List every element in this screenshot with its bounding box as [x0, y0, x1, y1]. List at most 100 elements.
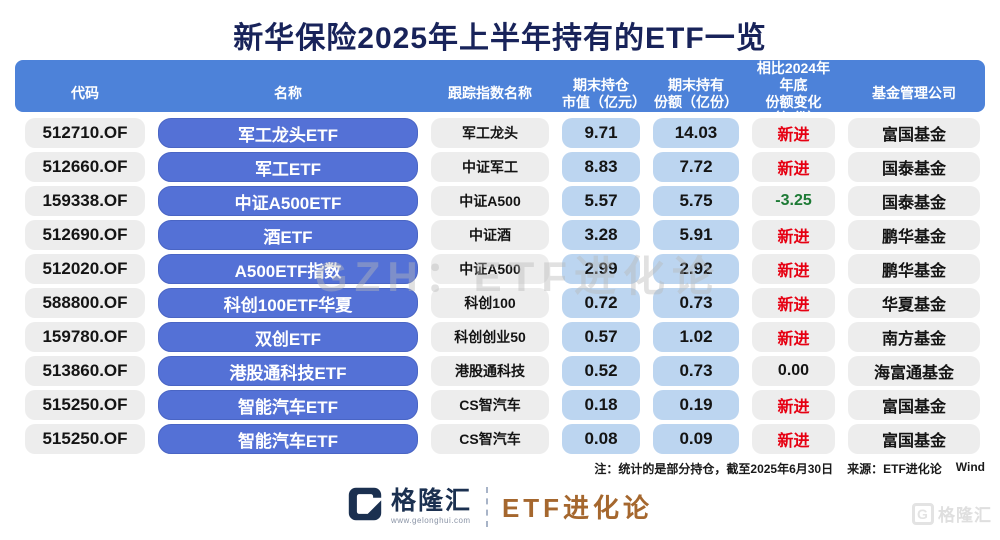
- footnote-provider: Wind: [955, 460, 985, 474]
- share-change: 新进: [752, 152, 835, 182]
- fund-company: 鹏华基金: [848, 220, 980, 250]
- fund-company: 富国基金: [848, 390, 980, 420]
- tracking-index: 中证军工: [431, 152, 549, 182]
- fund-company: 鹏华基金: [848, 254, 980, 284]
- tracking-index: 科创100: [431, 288, 549, 318]
- share-change: 新进: [752, 390, 835, 420]
- tracking-index: 军工龙头: [431, 118, 549, 148]
- table-row: 512660.OF 军工ETF 中证军工 8.83 7.72 新进 国泰基金: [15, 152, 985, 182]
- corner-watermark: G 格隆汇: [912, 501, 992, 526]
- page-title: 新华保险2025年上半年持有的ETF一览: [233, 22, 767, 55]
- table-row: 513860.OF 港股通科技ETF 港股通科技 0.52 0.73 0.00 …: [15, 356, 985, 386]
- etf-code: 515250.OF: [25, 424, 145, 454]
- holding-value: 0.18: [562, 390, 640, 420]
- fund-company: 国泰基金: [848, 186, 980, 216]
- share-change: 新进: [752, 254, 835, 284]
- table-row: 159780.OF 双创ETF 科创创业50 0.57 1.02 新进 南方基金: [15, 322, 985, 352]
- header-code: 代码: [71, 85, 99, 102]
- table-row: 515250.OF 智能汽车ETF CS智汽车 0.08 0.09 新进 富国基…: [15, 424, 985, 454]
- holding-shares: 1.02: [653, 322, 739, 352]
- gelonghui-brand: 格隆汇 www.gelonghui.com: [347, 486, 472, 527]
- etf-code: 512660.OF: [25, 152, 145, 182]
- tracking-index: 科创创业50: [431, 322, 549, 352]
- etf-table: 代码 名称 跟踪指数名称 期末持仓 市值（亿元） 期末持有 份额（亿份） 相比202…: [15, 60, 985, 454]
- etf-name: 军工龙头ETF: [158, 118, 418, 148]
- holding-shares: 0.09: [653, 424, 739, 454]
- etf-code: 512020.OF: [25, 254, 145, 284]
- header-name: 名称: [274, 85, 302, 102]
- fund-company: 国泰基金: [848, 152, 980, 182]
- table-row: 515250.OF 智能汽车ETF CS智汽车 0.18 0.19 新进 富国基…: [15, 390, 985, 420]
- table-header: 代码 名称 跟踪指数名称 期末持仓 市值（亿元） 期末持有 份额（亿份） 相比202…: [15, 60, 985, 126]
- etf-code: 512690.OF: [25, 220, 145, 250]
- etf-code: 588800.OF: [25, 288, 145, 318]
- fund-company: 南方基金: [848, 322, 980, 352]
- share-change: 新进: [752, 288, 835, 318]
- holding-value: 5.57: [562, 186, 640, 216]
- holding-shares: 0.73: [653, 356, 739, 386]
- table-row: 512020.OF A500ETF指数 中证A500 2.99 2.92 新进 …: [15, 254, 985, 284]
- header-company: 基金管理公司: [872, 85, 956, 102]
- brand-url: www.gelonghui.com: [390, 515, 471, 525]
- share-change: 新进: [752, 424, 835, 454]
- etf-code: 512710.OF: [25, 118, 145, 148]
- table-row: 512710.OF 军工龙头ETF 军工龙头 9.71 14.03 新进 富国基…: [15, 118, 985, 148]
- holding-value: 0.72: [562, 288, 640, 318]
- header-value: 期末持仓 市值（亿元）: [562, 76, 646, 110]
- brand-name: 格隆汇: [390, 486, 472, 515]
- holding-shares: 2.92: [653, 254, 739, 284]
- holding-shares: 7.72: [653, 152, 739, 182]
- share-change: 新进: [752, 118, 835, 148]
- holding-value: 3.28: [562, 220, 640, 250]
- etf-name: 港股通科技ETF: [158, 356, 418, 386]
- etf-name: A500ETF指数: [158, 254, 418, 284]
- gelonghui-logo-icon: [347, 486, 383, 527]
- etf-name: 双创ETF: [158, 322, 418, 352]
- footnote-note: 注：统计的是部分持仓，截至2025年6月30日: [594, 462, 834, 476]
- table-row: 159338.OF 中证A500ETF 中证A500 5.57 5.75 -3.…: [15, 186, 985, 216]
- tracking-index: 中证A500: [431, 254, 549, 284]
- table-row: 512690.OF 酒ETF 中证酒 3.28 5.91 新进 鹏华基金: [15, 220, 985, 250]
- etf-name: 军工ETF: [158, 152, 418, 182]
- holding-value: 0.52: [562, 356, 640, 386]
- fund-company: 富国基金: [848, 424, 980, 454]
- fund-company: 海富通基金: [848, 356, 980, 386]
- holding-shares: 5.91: [653, 220, 739, 250]
- tracking-index: 港股通科技: [431, 356, 549, 386]
- sub-brand: ETF进化论: [501, 493, 654, 523]
- etf-name: 酒ETF: [158, 220, 418, 250]
- etf-code: 515250.OF: [25, 390, 145, 420]
- footer-branding: 格隆汇 www.gelonghui.com ETF进化论: [0, 486, 1000, 527]
- table-row: 588800.OF 科创100ETF华夏 科创100 0.72 0.73 新进 …: [15, 288, 985, 318]
- etf-name: 科创100ETF华夏: [158, 288, 418, 318]
- holding-value: 0.57: [562, 322, 640, 352]
- footnote-source: 来源：ETF进化论: [847, 462, 942, 476]
- brand-divider: [485, 486, 488, 527]
- etf-code: 159780.OF: [25, 322, 145, 352]
- table-body: 512710.OF 军工龙头ETF 军工龙头 9.71 14.03 新进 富国基…: [15, 118, 985, 454]
- holding-shares: 14.03: [653, 118, 739, 148]
- holding-shares: 0.73: [653, 288, 739, 318]
- fund-company: 华夏基金: [848, 288, 980, 318]
- etf-code: 513860.OF: [25, 356, 145, 386]
- tracking-index: CS智汽车: [431, 390, 549, 420]
- tracking-index: 中证A500: [431, 186, 549, 216]
- etf-name: 智能汽车ETF: [158, 424, 418, 454]
- share-change: 0.00: [752, 356, 835, 386]
- holding-value: 2.99: [562, 254, 640, 284]
- share-change: -3.25: [752, 186, 835, 216]
- tracking-index: 中证酒: [431, 220, 549, 250]
- corner-watermark-text: 格隆汇: [938, 506, 992, 525]
- corner-watermark-g-icon: G: [912, 502, 934, 525]
- holding-value: 0.08: [562, 424, 640, 454]
- share-change: 新进: [752, 220, 835, 250]
- holding-shares: 5.75: [653, 186, 739, 216]
- holding-value: 8.83: [562, 152, 640, 182]
- holding-shares: 0.19: [653, 390, 739, 420]
- header-shares: 期末持有 份额（亿份）: [654, 76, 738, 110]
- tracking-index: CS智汽车: [431, 424, 549, 454]
- etf-name: 智能汽车ETF: [158, 390, 418, 420]
- etf-code: 159338.OF: [25, 186, 145, 216]
- share-change: 新进: [752, 322, 835, 352]
